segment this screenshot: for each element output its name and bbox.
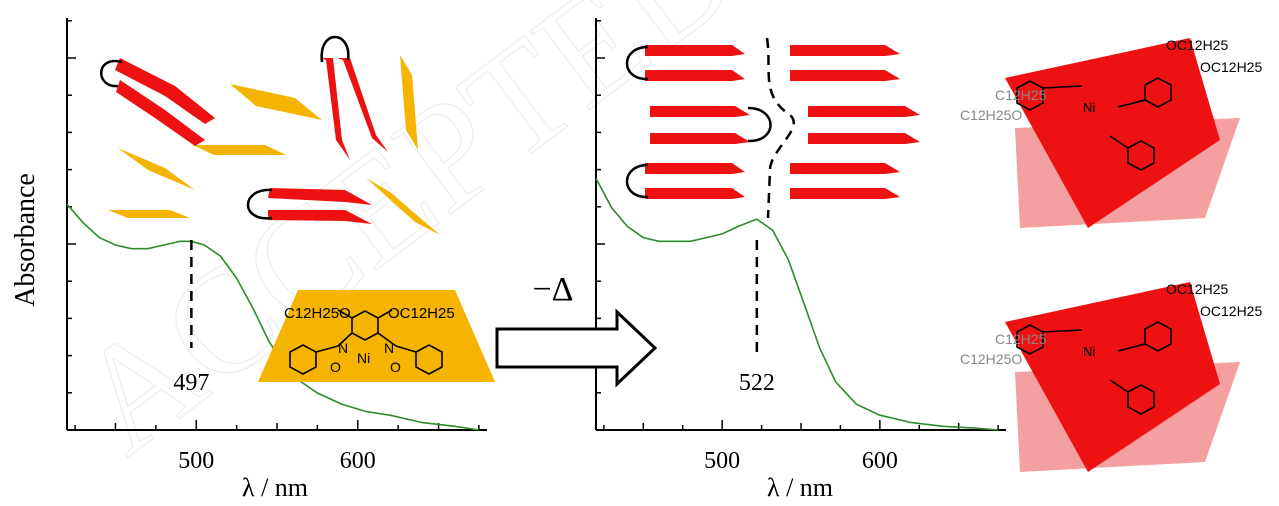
yellow-rod bbox=[108, 210, 190, 218]
yellow-rod bbox=[400, 55, 418, 150]
x-tick-label: 500 bbox=[178, 448, 214, 474]
right-bottom-faded1-label: C12H25 bbox=[995, 331, 1047, 347]
left-complex-bonds bbox=[289, 309, 443, 375]
right-peak-label: 522 bbox=[739, 370, 775, 396]
top-complex-bonds bbox=[1016, 77, 1172, 171]
x-tick-label: 600 bbox=[340, 448, 376, 474]
right-bottom-faded2-label: C12H25O bbox=[960, 351, 1022, 367]
right-stacked-complex-bottom: OC12H25 OC12H25 C12H25 C12H25O Ni bbox=[960, 281, 1262, 472]
ordered-hairpin-row bbox=[625, 163, 900, 199]
hairpin-molecule bbox=[246, 188, 372, 224]
right-ordered-molecules bbox=[625, 37, 920, 219]
right-top-faded2-label: C12H25O bbox=[960, 107, 1022, 123]
right-top-sub2-label: OC12H25 bbox=[1200, 59, 1262, 75]
y-axis-label: Absorbance bbox=[10, 173, 41, 307]
left-o1-label: O bbox=[330, 359, 341, 375]
right-x-ticks bbox=[603, 420, 999, 430]
left-disordered-molecules bbox=[100, 35, 440, 235]
right-bottom-ni-label: Ni bbox=[1083, 344, 1095, 359]
left-peak-label: 497 bbox=[173, 370, 209, 396]
hairpin-molecule bbox=[320, 35, 388, 160]
left-x-tick-labels: 500 600 bbox=[178, 448, 376, 474]
right-stacked-complex-top: OC12H25 OC12H25 C12H25 C12H25O Ni bbox=[960, 37, 1262, 228]
arrow-shape bbox=[495, 308, 658, 388]
right-spectrum-line bbox=[595, 178, 999, 431]
x-tick-label: 600 bbox=[862, 448, 898, 474]
yellow-rod bbox=[118, 148, 195, 190]
left-sub1-label: C12H25O bbox=[284, 305, 351, 322]
transition-arrow: −Δ bbox=[495, 271, 658, 388]
right-top-faded1-label: C12H25 bbox=[995, 87, 1047, 103]
ordered-hairpin-row bbox=[650, 106, 920, 144]
right-x-axis-label: λ / nm bbox=[767, 473, 833, 502]
left-x-axis-label: λ / nm bbox=[242, 473, 308, 502]
left-ni-label: Ni bbox=[357, 350, 370, 366]
left-n1-label: N bbox=[338, 340, 348, 356]
left-o2-label: O bbox=[390, 359, 401, 375]
left-ni-complex: C12H25O OC12H25 Ni N N O O bbox=[258, 290, 495, 382]
left-spectrum-line bbox=[66, 203, 480, 431]
arrow-label: −Δ bbox=[532, 271, 573, 308]
left-y-ticks bbox=[67, 20, 76, 431]
right-x-tick-labels: 500 600 bbox=[704, 448, 898, 474]
right-bottom-sub2-label: OC12H25 bbox=[1200, 303, 1262, 319]
left-x-ticks bbox=[74, 420, 480, 430]
yellow-rod bbox=[230, 84, 322, 120]
right-top-ni-label: Ni bbox=[1083, 100, 1095, 115]
left-n2-label: N bbox=[384, 340, 394, 356]
right-top-sub1-label: OC12H25 bbox=[1166, 37, 1228, 53]
x-tick-label: 500 bbox=[704, 448, 740, 474]
red-plane bbox=[1005, 38, 1220, 228]
hairpin-molecule bbox=[100, 58, 215, 146]
yellow-rod bbox=[193, 145, 286, 155]
red-plane bbox=[1005, 282, 1220, 472]
ordered-hairpin-row bbox=[625, 45, 900, 81]
yellow-rod bbox=[366, 178, 440, 235]
right-bottom-sub1-label: OC12H25 bbox=[1166, 281, 1228, 297]
yellow-complex-background bbox=[258, 290, 495, 382]
left-sub2-label: OC12H25 bbox=[388, 305, 455, 322]
left-panel: 500 600 λ / nm Absorbance 497 bbox=[10, 18, 487, 502]
bottom-complex-bonds bbox=[1016, 321, 1172, 415]
